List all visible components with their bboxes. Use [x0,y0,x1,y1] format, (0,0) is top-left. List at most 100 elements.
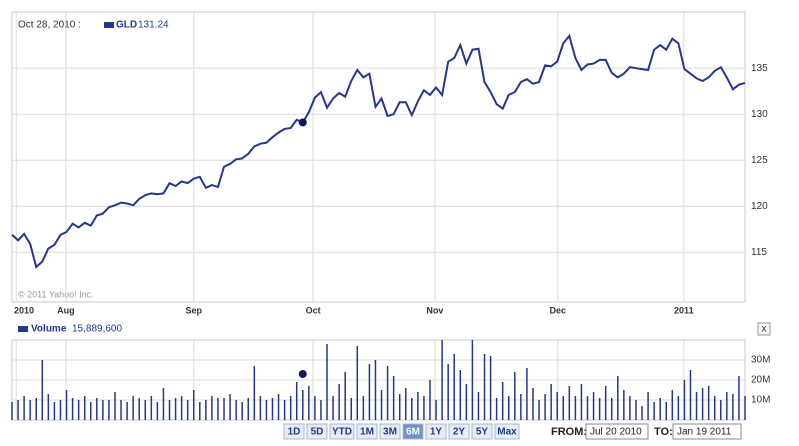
range-button-label[interactable]: 6M [406,427,420,438]
volume-bar [501,382,504,420]
volume-bar [265,400,268,420]
volume-bar [35,398,37,420]
volume-bar [320,400,322,420]
range-button-label[interactable]: 5Y [476,427,489,438]
range-button[interactable]: 2Y [448,423,470,440]
range-button-label[interactable]: 1Y [430,427,443,438]
range-button[interactable]: Max [494,423,520,440]
volume-bar [344,372,346,420]
volume-bar [53,402,56,420]
range-button[interactable]: 1D [283,423,305,440]
volume-bar [483,354,486,420]
legend-swatch [104,22,114,28]
volume-bar [386,366,389,420]
volume-bar [138,398,140,420]
range-button-bg[interactable] [471,423,493,440]
volume-bar [186,400,189,420]
volume-bar [71,398,74,420]
volume-bar [526,368,528,420]
volume-bar [150,396,153,420]
volume-bar [732,394,734,420]
range-button-label[interactable]: Max [497,427,517,438]
volume-bar [277,394,280,420]
to-value[interactable]: Jan 19 2011 [677,427,732,438]
volume-bar [65,390,68,420]
from-label: FROM: [551,426,587,438]
volume-bar [380,390,383,420]
volume-bar [441,340,443,420]
range-button[interactable]: 6M [402,423,424,440]
range-button-bg[interactable] [494,423,520,440]
volume-bar [629,396,631,420]
volume-bar [156,402,159,420]
close-button[interactable] [757,322,771,336]
range-button-bg[interactable] [448,423,470,440]
volume-bar [308,386,310,420]
range-button-bg[interactable] [283,423,305,440]
volume-bar [520,394,522,420]
volume-bar [447,364,449,420]
volume-bar [701,388,704,420]
volume-bar [205,400,207,420]
volume-bar [623,390,625,420]
volume-bar [59,400,62,420]
range-button[interactable]: 1M [356,423,378,440]
range-button-bg[interactable] [306,423,328,440]
range-button-label[interactable]: 3M [383,427,397,438]
volume-bar [495,398,498,420]
volume-bar [362,396,365,420]
range-button[interactable]: 5D [306,423,328,440]
volume-bar [271,398,274,420]
range-button-bg[interactable] [329,423,355,440]
volume-bar [707,386,710,420]
volume-bar [229,394,231,420]
range-button[interactable]: 3M [379,423,401,440]
y-tick-label: 130 [751,109,768,120]
range-button-bg[interactable] [425,423,447,440]
volume-bar [11,402,13,420]
volume-bar [368,364,371,420]
range-button-label[interactable]: YTD [332,427,352,438]
volume-bar [338,384,340,420]
volume-bar [538,400,540,420]
volume-bar [544,394,546,420]
range-button[interactable]: 5Y [471,423,493,440]
volume-bar [289,396,292,420]
volume-bar [574,396,577,420]
range-button-label[interactable]: 1D [288,427,301,438]
y-tick-label: 125 [751,155,768,166]
range-button-bg[interactable] [379,423,401,440]
volume-bar [489,356,492,420]
volume-bar [592,392,595,420]
range-button-bg[interactable] [402,423,424,440]
to-input[interactable] [672,423,742,440]
volume-bar [653,402,655,420]
from-input[interactable] [585,423,649,440]
volume-bar [635,400,637,420]
volume-bar [114,392,116,420]
from-value[interactable]: Jul 20 2010 [590,427,642,438]
y-tick-label: 135 [751,63,768,74]
volume-bar [168,400,171,420]
volume-bar [96,398,98,420]
volume-bar [411,398,413,420]
volume-bar [253,366,256,420]
volume-legend-name: Volume [31,324,67,335]
close-label[interactable]: x [762,324,767,335]
volume-bar [647,392,649,420]
volume-bar [689,370,692,420]
range-button-bg[interactable] [356,423,378,440]
volume-bar [417,392,419,420]
x-tick-label: 2011 [674,305,694,315]
range-button-label[interactable]: 1M [360,427,374,438]
range-button-label[interactable]: 5D [311,427,324,438]
volume-bar [132,396,134,420]
range-button[interactable]: YTD [329,423,355,440]
volume-bar [641,406,643,420]
legend-swatch [18,326,28,332]
volume-bar [90,402,92,420]
range-button-label[interactable]: 2Y [453,427,466,438]
volume-bar [350,398,352,420]
range-button[interactable]: 1Y [425,423,447,440]
volume-bar [126,402,128,420]
